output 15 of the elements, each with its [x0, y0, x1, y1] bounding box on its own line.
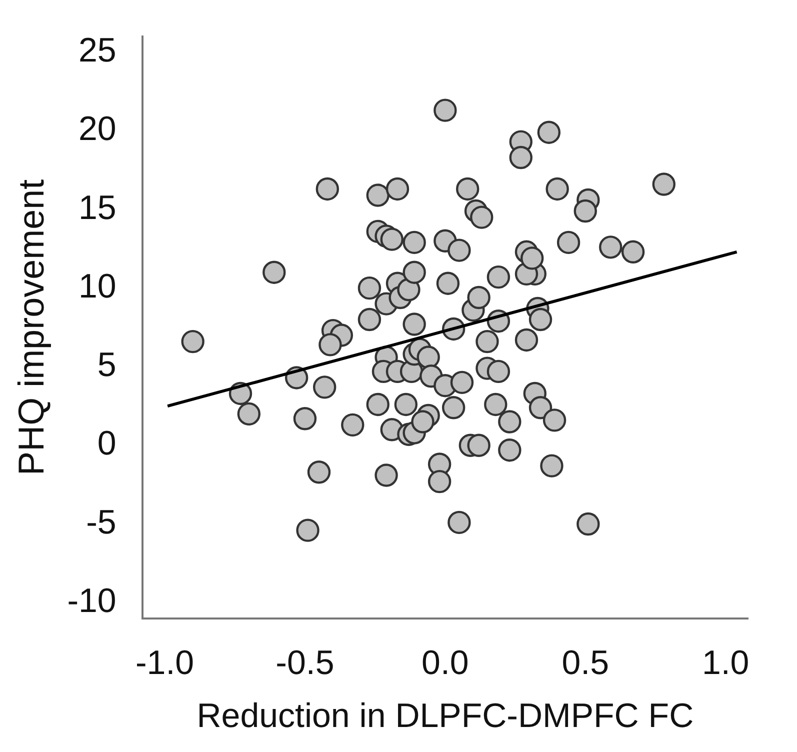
y-tick-label: 0 [97, 424, 116, 463]
x-tick-label: 1.0 [702, 644, 750, 682]
y-tick-label: -5 [86, 503, 116, 542]
y-tick-label: 20 [78, 110, 116, 148]
y-tick-label: 25 [78, 32, 116, 70]
x-tick-label: 0.5 [562, 644, 609, 682]
x-tick-label: 0.0 [422, 644, 469, 682]
y-axis-title: PHQ improvement [10, 179, 52, 476]
x-tick-label: -0.5 [276, 644, 334, 682]
x-axis-title: Reduction in DLPFC-DMPFC FC [196, 696, 694, 735]
y-tick-label: 10 [78, 267, 116, 306]
y-tick-label: 15 [78, 188, 116, 227]
y-tick-label: 5 [97, 346, 116, 384]
y-tick-label: -10 [67, 582, 116, 620]
x-tick-label: -1.0 [135, 644, 194, 682]
